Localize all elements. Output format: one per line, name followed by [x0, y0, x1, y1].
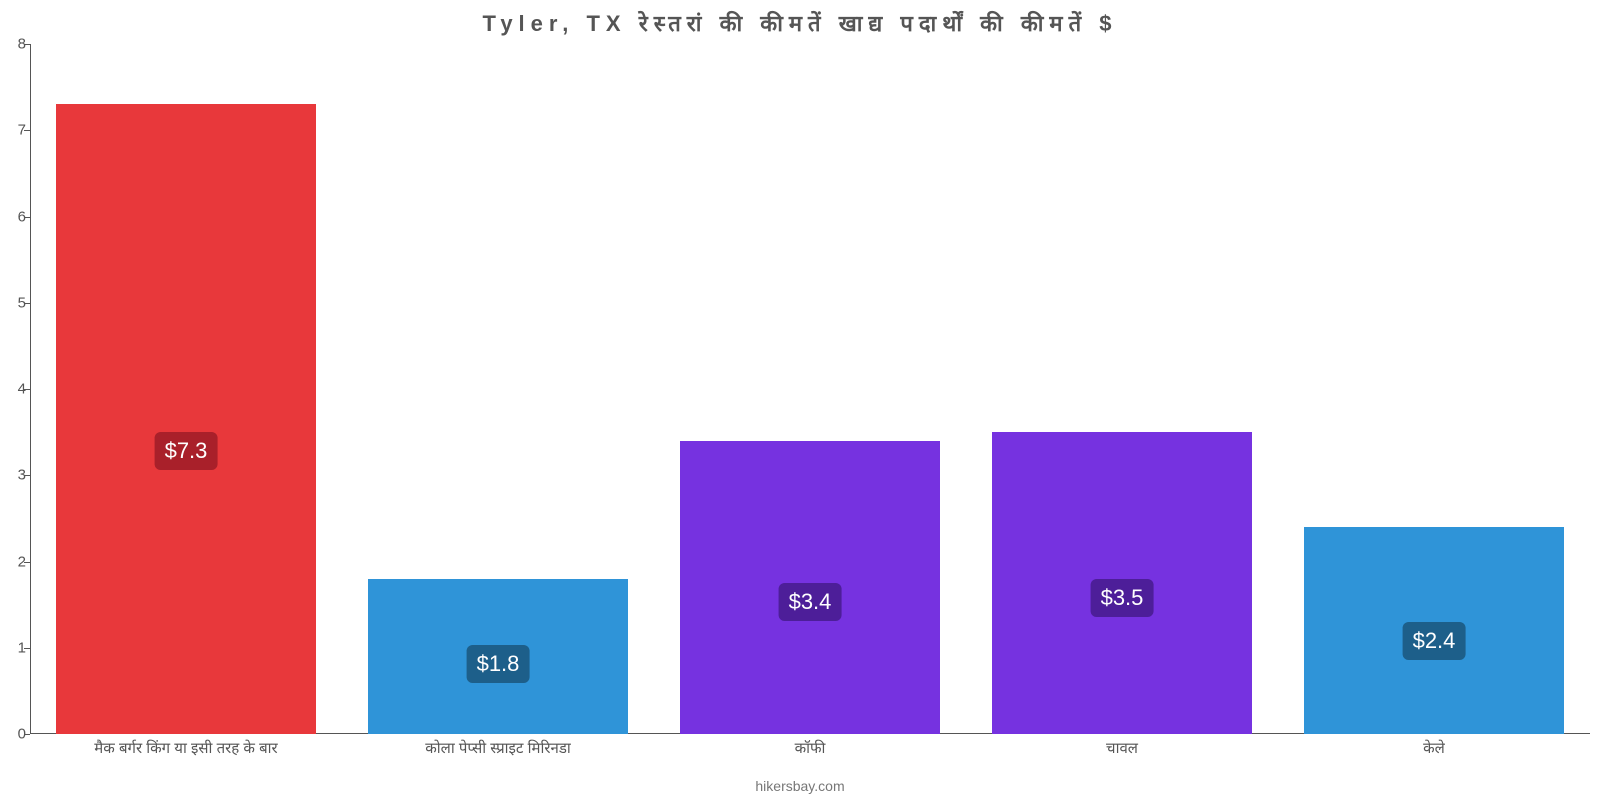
bar-value-label: $3.5	[1091, 579, 1154, 617]
y-tick-label: 4	[4, 381, 26, 398]
x-tick-label: कॉफी	[795, 738, 826, 758]
bar-value-label: $1.8	[467, 645, 530, 683]
chart-title: Tyler, TX रेस्तरां की कीमतें खाद्य पदार्…	[0, 8, 1600, 38]
y-tick-label: 2	[4, 553, 26, 570]
bar	[56, 104, 316, 734]
bar-value-label: $7.3	[155, 432, 218, 470]
y-tick-label: 3	[4, 467, 26, 484]
y-axis-line	[30, 44, 31, 734]
y-tick-label: 5	[4, 294, 26, 311]
y-tick-label: 1	[4, 639, 26, 656]
x-tick-label: चावल	[1106, 738, 1138, 758]
y-tick-label: 7	[4, 122, 26, 139]
bar-value-label: $3.4	[779, 583, 842, 621]
plot-area: 012345678$7.3$1.8$3.4$3.5$2.4	[30, 44, 1590, 734]
x-tick-label: कोला पेप्सी स्प्राइट मिरिनडा	[425, 738, 571, 758]
y-tick-label: 6	[4, 208, 26, 225]
x-tick-label: केले	[1423, 738, 1445, 758]
x-tick-label: मैक बर्गर किंग या इसी तरह के बार	[94, 738, 277, 758]
bar-value-label: $2.4	[1403, 622, 1466, 660]
y-tick-label: 8	[4, 36, 26, 53]
attribution-text: hikersbay.com	[0, 778, 1600, 794]
y-tick-label: 0	[4, 726, 26, 743]
